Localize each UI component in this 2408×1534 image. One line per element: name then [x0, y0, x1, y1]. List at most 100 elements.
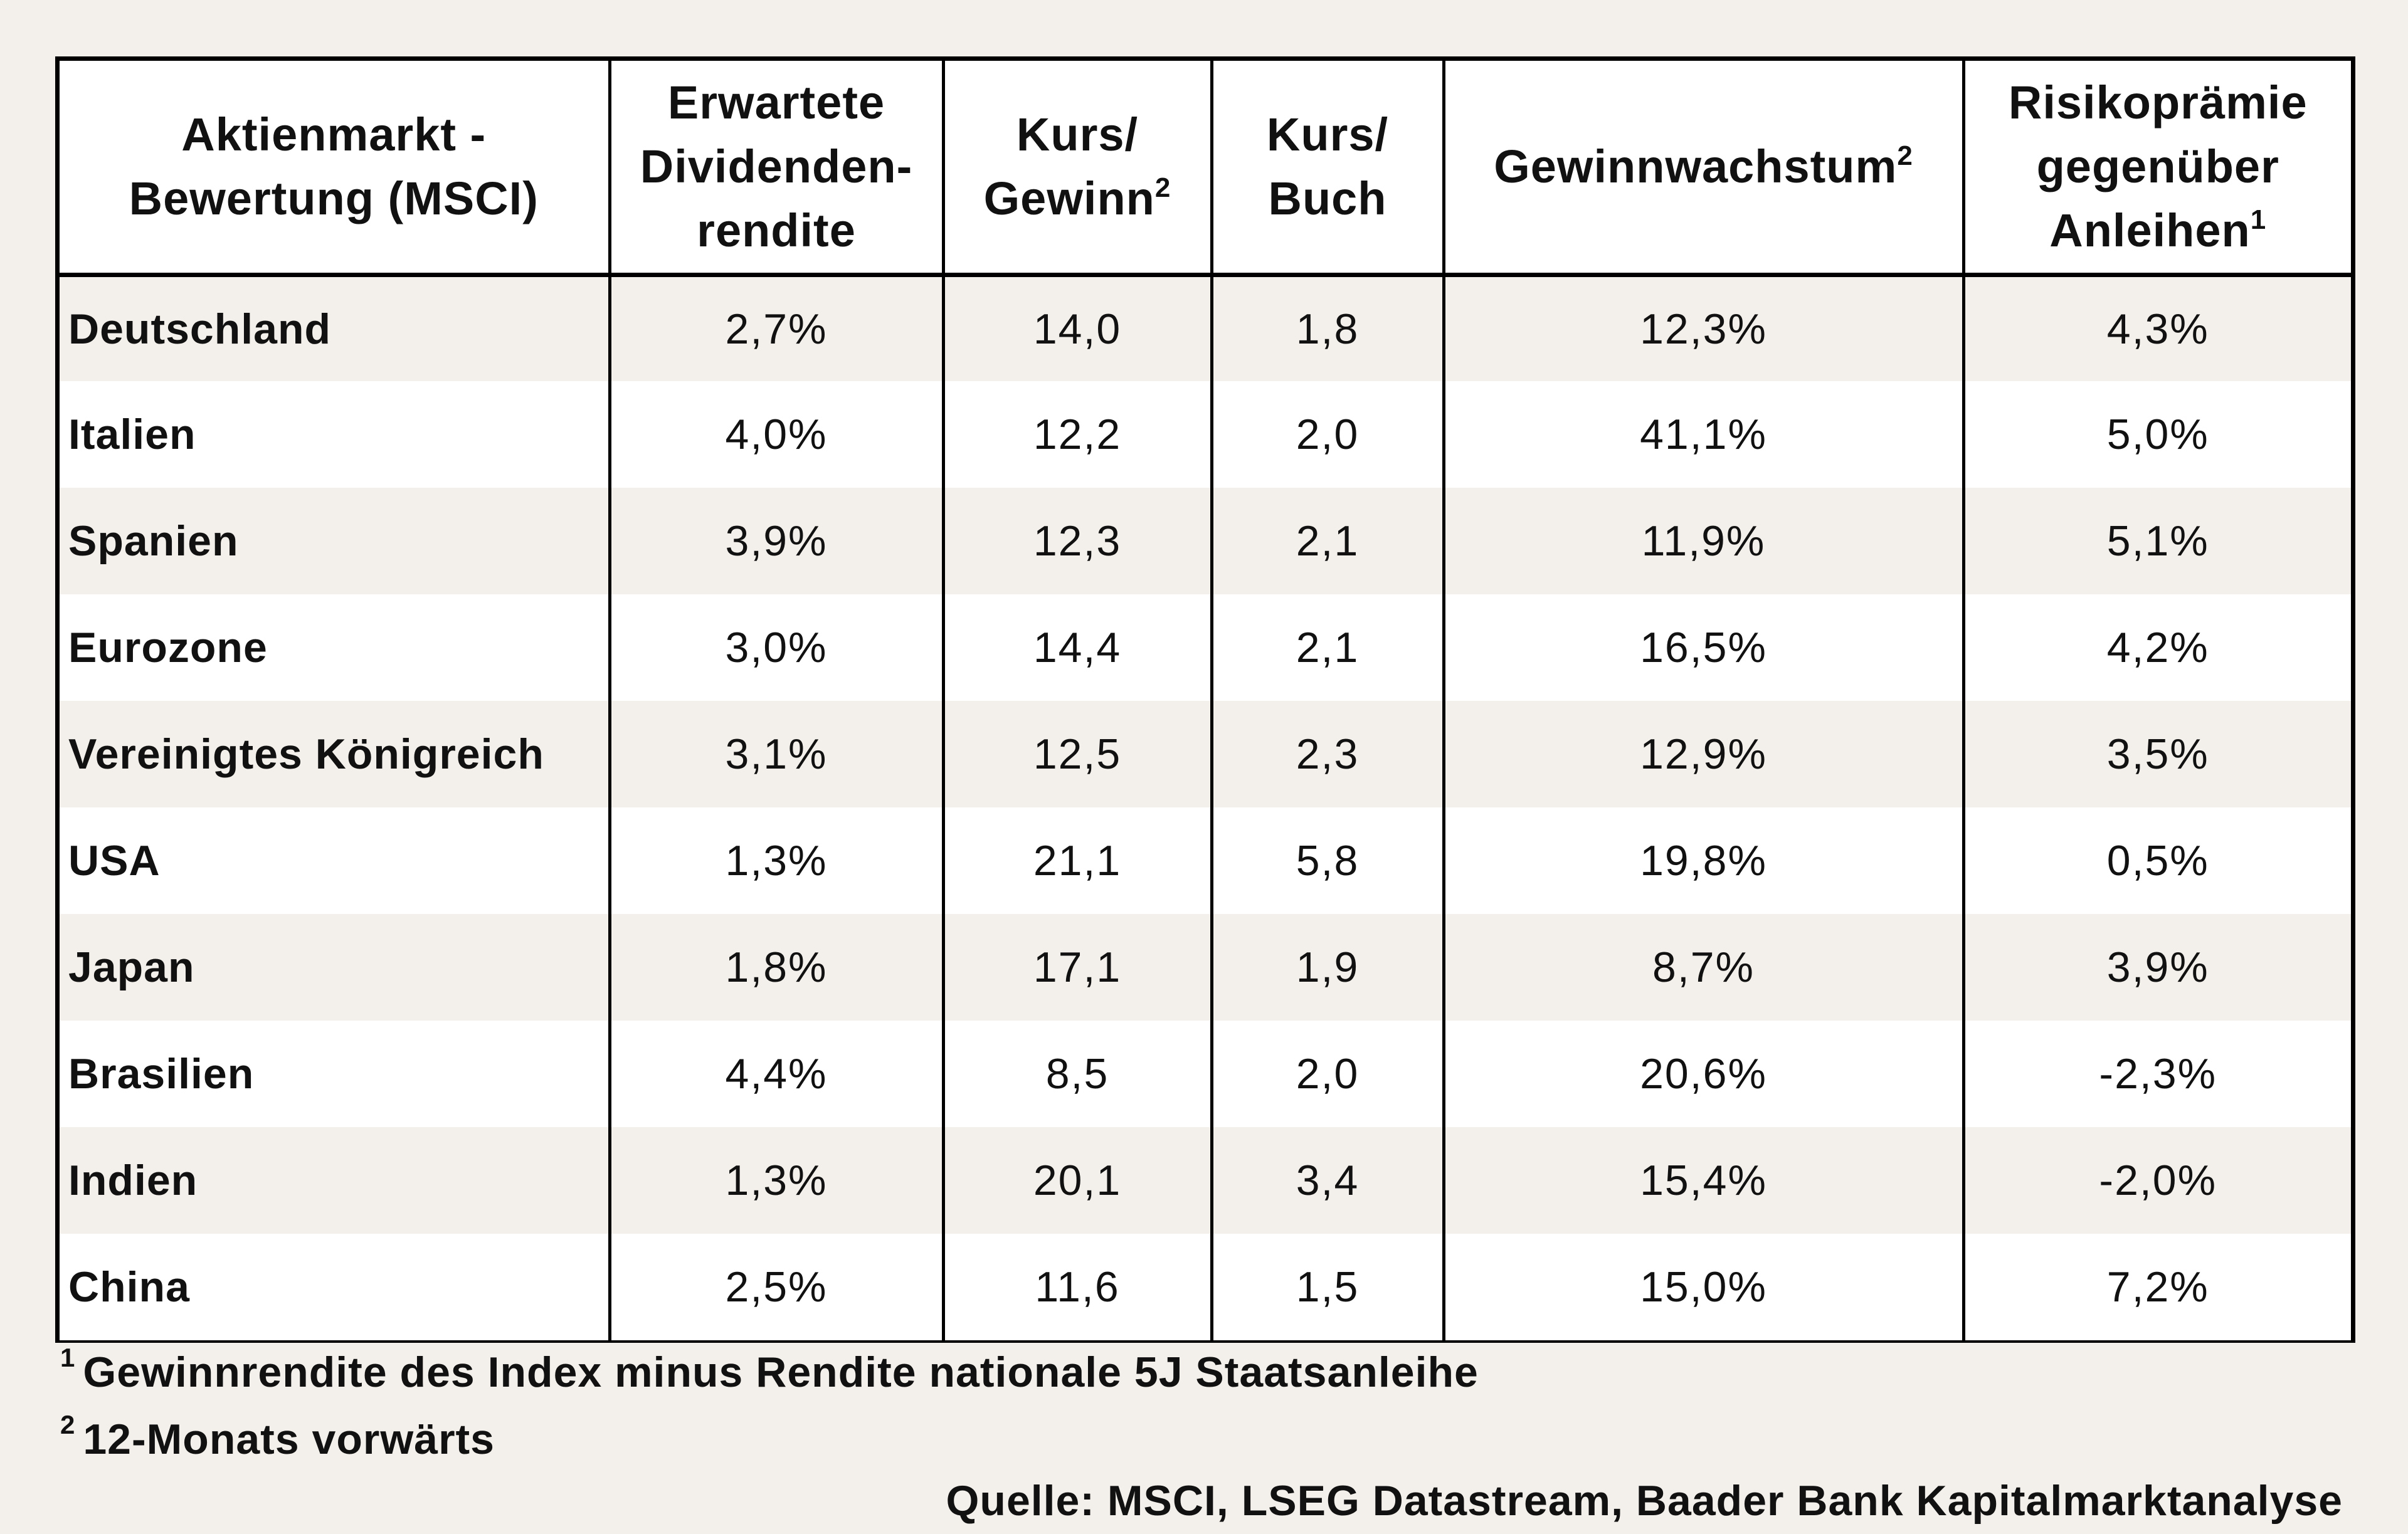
valuation-table-frame: Aktienmarkt - Bewertung (MSCI) Erwartete…	[55, 56, 2355, 1343]
cell-market: Italien	[60, 381, 610, 488]
cell-price-book: 1,8	[1210, 275, 1444, 381]
footnote-2-marker: 2	[60, 1410, 76, 1439]
cell-dividend-yield: 2,5%	[608, 1234, 943, 1340]
header-pb-line-2: Buch	[1268, 172, 1387, 224]
header-growth-footnote-marker: 2	[1897, 140, 1913, 171]
footnote-1: 1 Gewinnrendite des Index minus Rendite n…	[60, 1345, 1479, 1397]
cell-dividend-yield: 1,3%	[608, 1127, 943, 1234]
cell-dividend-yield: 3,0%	[608, 594, 943, 701]
header-market-line-2: Bewertung (MSCI)	[129, 172, 539, 224]
cell-price-book: 2,3	[1210, 701, 1444, 807]
table-row: Brasilien 4,4% 8,5 2,0 20,6% -2,3%	[60, 1021, 2351, 1127]
table-row: Spanien 3,9% 12,3 2,1 11,9% 5,1%	[60, 488, 2351, 594]
cell-price-earnings: 12,2	[941, 381, 1212, 488]
cell-price-book: 2,1	[1210, 594, 1444, 701]
cell-price-earnings: 14,0	[941, 275, 1212, 381]
valuation-table: Aktienmarkt - Bewertung (MSCI) Erwartete…	[60, 61, 2351, 1340]
cell-dividend-yield: 3,9%	[608, 488, 943, 594]
cell-market: Vereinigtes Königreich	[60, 701, 610, 807]
cell-earnings-growth: 11,9%	[1442, 488, 1963, 594]
cell-price-earnings: 14,4	[941, 594, 1212, 701]
cell-price-book: 2,0	[1210, 1021, 1444, 1127]
cell-risk-premium: 5,1%	[1962, 488, 2351, 594]
footnote-2: 2 12-Monats vorwärts	[60, 1412, 495, 1464]
header-row: Aktienmarkt - Bewertung (MSCI) Erwartete…	[60, 61, 2351, 277]
header-risk-footnote-marker: 1	[2250, 204, 2267, 235]
cell-market: Spanien	[60, 488, 610, 594]
cell-price-book: 3,4	[1210, 1127, 1444, 1234]
cell-earnings-growth: 15,0%	[1442, 1234, 1963, 1340]
cell-risk-premium: -2,0%	[1962, 1127, 2351, 1234]
cell-earnings-growth: 12,9%	[1442, 701, 1963, 807]
header-pb-line-1: Kurs/	[1266, 108, 1389, 160]
header-growth-line-1: Gewinnwachstum	[1494, 140, 1898, 192]
cell-dividend-yield: 4,0%	[608, 381, 943, 488]
cell-earnings-growth: 8,7%	[1442, 914, 1963, 1021]
cell-price-book: 1,9	[1210, 914, 1444, 1021]
header-price-book: Kurs/ Buch	[1210, 61, 1444, 277]
cell-market: Brasilien	[60, 1021, 610, 1127]
header-risk-line-2: gegenüber	[2036, 140, 2279, 192]
cell-market: China	[60, 1234, 610, 1340]
header-pe-line-1: Kurs/	[1016, 108, 1139, 160]
cell-price-book: 5,8	[1210, 807, 1444, 914]
cell-market: Japan	[60, 914, 610, 1021]
cell-earnings-growth: 41,1%	[1442, 381, 1963, 488]
table-row: USA 1,3% 21,1 5,8 19,8% 0,5%	[60, 807, 2351, 914]
table-row: Eurozone 3,0% 14,4 2,1 16,5% 4,2%	[60, 594, 2351, 701]
footnote-1-text: Gewinnrendite des Index minus Rendite na…	[83, 1348, 1479, 1396]
cell-price-earnings: 20,1	[941, 1127, 1212, 1234]
header-pe-line-2: Gewinn	[983, 172, 1155, 224]
cell-price-book: 1,5	[1210, 1234, 1444, 1340]
cell-dividend-yield: 3,1%	[608, 701, 943, 807]
cell-market: Deutschland	[60, 275, 610, 381]
table-row: Japan 1,8% 17,1 1,9 8,7% 3,9%	[60, 914, 2351, 1021]
table-row: China 2,5% 11,6 1,5 15,0% 7,2%	[60, 1234, 2351, 1340]
header-risk-premium: Risikoprämie gegenüber Anleihen1	[1962, 61, 2351, 277]
header-market-line-1: Aktienmarkt -	[181, 108, 487, 160]
header-dividend-line-2: Dividenden-	[640, 140, 913, 192]
cell-market: Indien	[60, 1127, 610, 1234]
cell-risk-premium: 4,2%	[1962, 594, 2351, 701]
cell-risk-premium: 7,2%	[1962, 1234, 2351, 1340]
cell-price-earnings: 21,1	[941, 807, 1212, 914]
cell-price-earnings: 12,3	[941, 488, 1212, 594]
cell-risk-premium: 4,3%	[1962, 275, 2351, 381]
cell-dividend-yield: 2,7%	[608, 275, 943, 381]
cell-risk-premium: 0,5%	[1962, 807, 2351, 914]
header-pe-footnote-marker: 2	[1154, 172, 1171, 203]
header-earnings-growth: Gewinnwachstum2	[1442, 61, 1963, 277]
table-row: Vereinigtes Königreich 3,1% 12,5 2,3 12,9% 3,…	[60, 701, 2351, 807]
cell-price-earnings: 8,5	[941, 1021, 1212, 1127]
cell-risk-premium: 3,9%	[1962, 914, 2351, 1021]
table-row: Italien 4,0% 12,2 2,0 41,1% 5,0%	[60, 381, 2351, 488]
header-price-earnings: Kurs/ Gewinn2	[941, 61, 1212, 277]
header-dividend-line-3: rendite	[697, 204, 856, 256]
cell-dividend-yield: 1,8%	[608, 914, 943, 1021]
header-risk-line-3: Anleihen	[2049, 204, 2251, 256]
table-row: Deutschland 2,7% 14,0 1,8 12,3% 4,3%	[60, 275, 2351, 381]
header-dividend-yield: Erwartete Dividenden- rendite	[608, 61, 943, 277]
cell-dividend-yield: 1,3%	[608, 807, 943, 914]
table-row: Indien 1,3% 20,1 3,4 15,4% -2,0%	[60, 1127, 2351, 1234]
cell-earnings-growth: 19,8%	[1442, 807, 1963, 914]
source-note: Quelle: MSCI, LSEG Datastream, Baader Ba…	[946, 1477, 2343, 1525]
cell-market: USA	[60, 807, 610, 914]
cell-risk-premium: -2,3%	[1962, 1021, 2351, 1127]
cell-dividend-yield: 4,4%	[608, 1021, 943, 1127]
cell-price-earnings: 11,6	[941, 1234, 1212, 1340]
cell-earnings-growth: 12,3%	[1442, 275, 1963, 381]
cell-price-book: 2,1	[1210, 488, 1444, 594]
cell-price-book: 2,0	[1210, 381, 1444, 488]
header-market: Aktienmarkt - Bewertung (MSCI)	[60, 61, 610, 277]
cell-price-earnings: 17,1	[941, 914, 1212, 1021]
cell-earnings-growth: 15,4%	[1442, 1127, 1963, 1234]
cell-price-earnings: 12,5	[941, 701, 1212, 807]
cell-market: Eurozone	[60, 594, 610, 701]
cell-risk-premium: 3,5%	[1962, 701, 2351, 807]
cell-risk-premium: 5,0%	[1962, 381, 2351, 488]
footnote-2-text: 12-Monats vorwärts	[83, 1416, 495, 1463]
cell-earnings-growth: 20,6%	[1442, 1021, 1963, 1127]
valuation-table-body: Deutschland 2,7% 14,0 1,8 12,3% 4,3% Italien 4,…	[60, 275, 2351, 1340]
header-dividend-line-1: Erwartete	[667, 76, 885, 129]
